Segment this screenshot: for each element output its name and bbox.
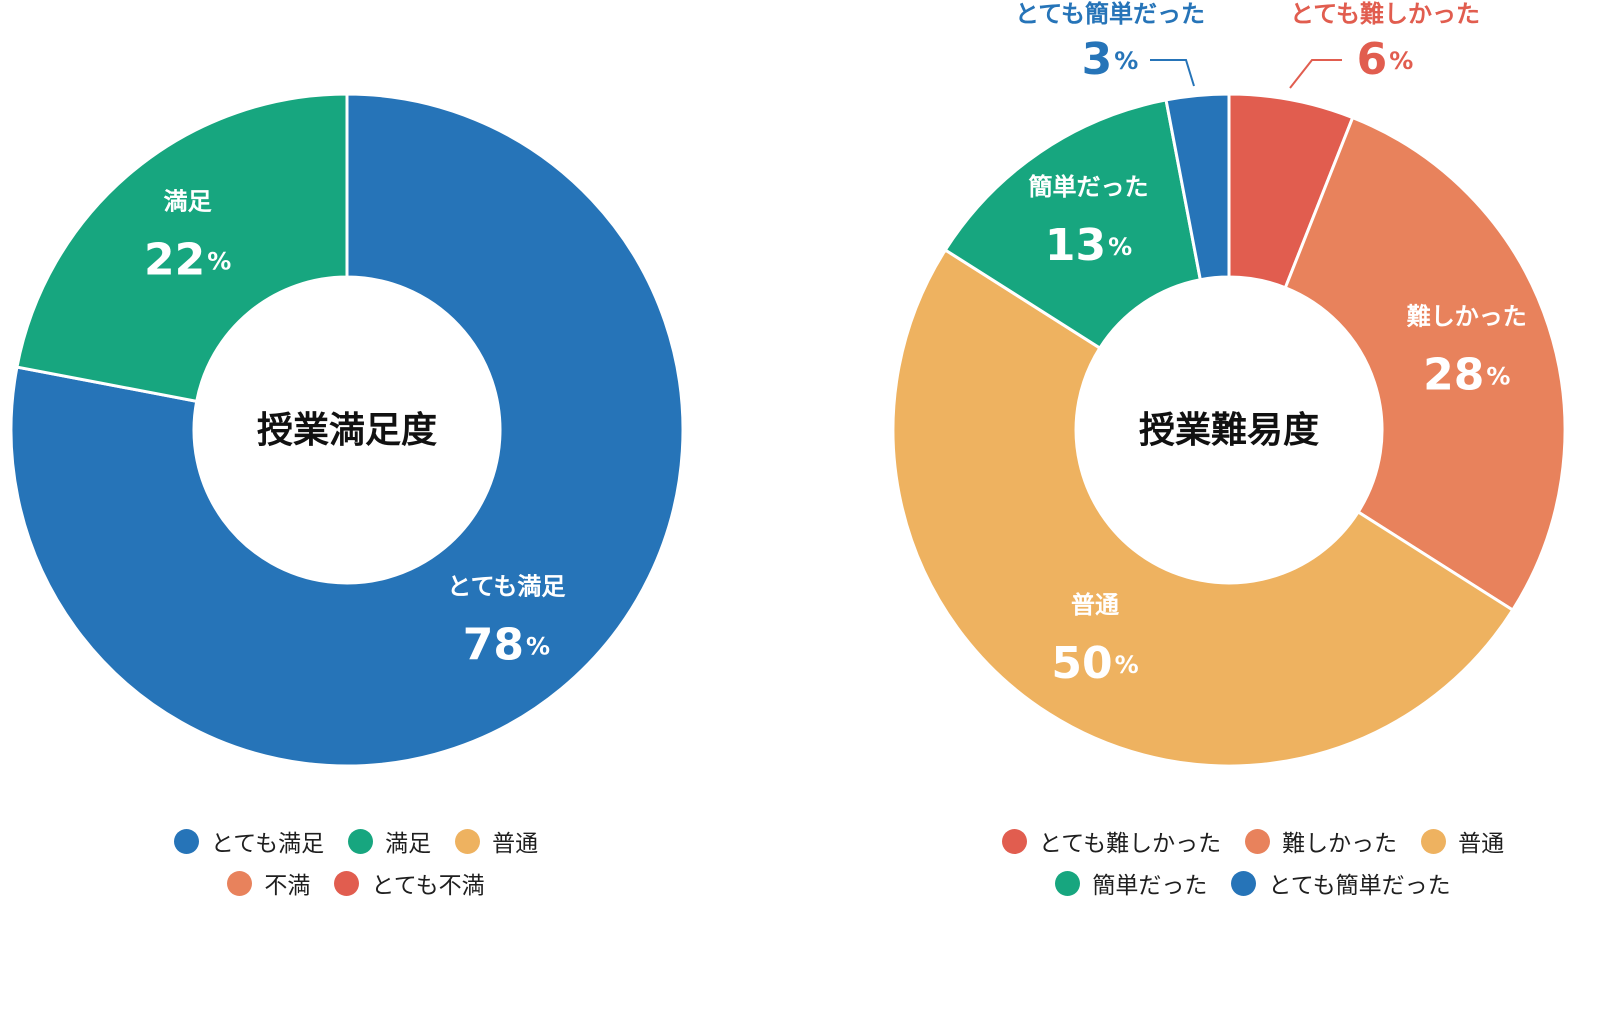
legend-row: 不満 とても不満: [0, 862, 712, 904]
legend-item: 満足: [348, 824, 431, 858]
slice-label: 難しかった: [1407, 303, 1527, 331]
legend-label: 普通: [1458, 831, 1505, 857]
legend-item: 難しかった: [1245, 824, 1397, 858]
legend-swatch-icon: [1421, 828, 1447, 854]
legend-item: 簡単だった: [1055, 866, 1207, 900]
legend-swatch-icon: [227, 870, 253, 896]
donut-slice: [15, 92, 349, 404]
legend-item: とても難しかった: [1001, 824, 1222, 858]
legend-item: 不満: [227, 866, 310, 900]
legend-item: 普通: [1421, 824, 1504, 858]
donut-slice: [9, 92, 685, 768]
legend-label: とても難しかった: [1038, 831, 1222, 857]
leader-line: [1289, 59, 1342, 89]
slice-label: 普通: [1071, 591, 1119, 619]
legend-swatch-icon: [348, 828, 374, 854]
legend-label: 難しかった: [1282, 831, 1398, 857]
satisfaction-legend: とても満足 満足 普通不満 とても不満: [0, 820, 712, 904]
legend-row: 簡単だった とても簡単だった: [896, 862, 1610, 904]
slice-label: とても簡単だった: [1015, 0, 1205, 28]
leader-line: [1150, 59, 1195, 87]
donut-slice: [1164, 92, 1231, 282]
legend-label: 満足: [385, 831, 432, 857]
legend-item: 普通: [455, 824, 538, 858]
legend-swatch-icon: [1001, 828, 1027, 854]
legend-label: 不満: [264, 873, 311, 899]
legend-label: とても不満: [371, 873, 485, 899]
chart-title: 授業満足度: [257, 410, 437, 451]
slice-value: 28%: [1423, 350, 1510, 401]
donut-slice: [1283, 115, 1567, 613]
legend-item: とても不満: [334, 866, 485, 900]
legend-swatch-icon: [455, 828, 481, 854]
legend-item: とても満足: [173, 824, 325, 858]
chart-title: 授業難易度: [1139, 410, 1319, 451]
slice-value: 50%: [1051, 638, 1138, 689]
slice-value: 3%: [1082, 34, 1139, 85]
donut-slice: [892, 247, 1515, 767]
slice-label: とても難しかった: [1290, 0, 1480, 28]
legend-label: 普通: [492, 831, 539, 857]
slice-label: とても満足: [447, 573, 565, 601]
legend-label: とても満足: [210, 831, 325, 857]
satisfaction-donut-chart: とても満足 78% 満足 22% 授業満足度: [9, 92, 685, 768]
difficulty-legend: とても難しかった 難しかった 普通簡単だった とても簡単だった: [896, 820, 1610, 904]
legend-swatch-icon: [1231, 870, 1257, 896]
legend-row: とても難しかった 難しかった 普通: [896, 820, 1610, 862]
slice-value: 6%: [1357, 34, 1414, 85]
slice-value: 22%: [144, 234, 231, 285]
slice-label: 簡単だった: [1028, 173, 1148, 201]
donut-slice: [943, 98, 1203, 351]
legend-swatch-icon: [173, 828, 199, 854]
legend-swatch-icon: [1055, 870, 1081, 896]
legend-label: 簡単だった: [1092, 873, 1208, 899]
difficulty-donut-chart: とても難しかった 6% 難しかった 28% 普通 50% 簡単だった 13% とても簡単だった 3…: [892, 0, 1567, 767]
legend-swatch-icon: [334, 870, 360, 896]
legend-row: とても満足 満足 普通: [0, 820, 712, 862]
slice-label: 満足: [164, 187, 212, 215]
legend-item: とても簡単だった: [1231, 866, 1451, 900]
legend-label: とても簡単だった: [1268, 873, 1451, 899]
legend-swatch-icon: [1245, 828, 1271, 854]
slice-value: 78%: [463, 620, 550, 671]
slice-value: 13%: [1045, 220, 1132, 271]
